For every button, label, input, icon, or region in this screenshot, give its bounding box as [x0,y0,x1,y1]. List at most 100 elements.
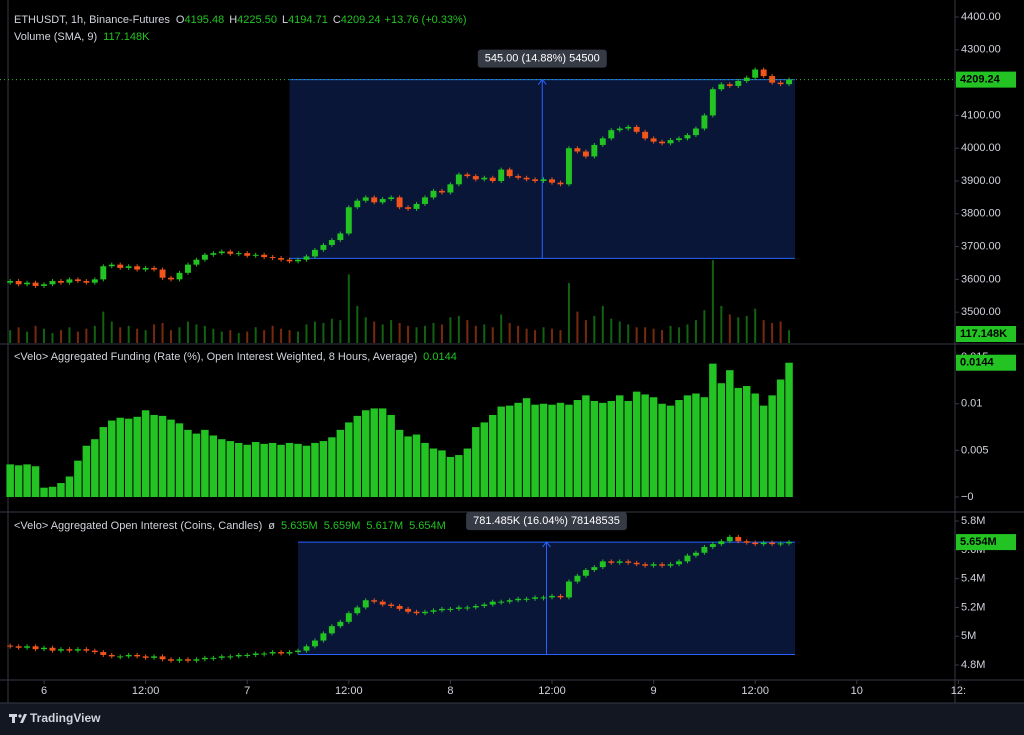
candle [24,646,31,648]
x-tick-label: 12:00 [741,685,769,697]
volume-bar [186,321,189,343]
bar [336,429,345,498]
candle [278,652,285,654]
footer-brand: TradingView [30,711,101,725]
volume-legend: Volume (SMA, 9) 117.148K [14,31,150,43]
candle [523,177,530,180]
measure-label-box [466,512,627,531]
x-tick-label: 12: [951,685,966,697]
volume-bar [17,327,20,343]
y-tick-label: −0 [961,491,974,503]
volume-bar [686,324,689,343]
candle [777,82,784,85]
y-tick-label: 3500.00 [961,306,1001,318]
volume-bar [178,327,181,343]
volume-bar [9,330,12,343]
volume-bar [347,274,350,343]
candle [388,197,395,200]
volume-bar [76,331,79,343]
candle [134,654,141,657]
price-legend: ETHUSDT, 1h, Binance-Futures O4195.48 H422… [14,14,467,26]
volume-bar [330,318,333,343]
candle [489,177,496,182]
logo-part [12,714,15,723]
bar [675,400,683,498]
bar [649,397,658,498]
bar [658,403,666,498]
volume-title: Volume (SMA, 9) [14,31,97,43]
x-tick-label: 12:00 [132,685,160,697]
volume-bar [26,331,29,343]
volume-bar [677,327,680,343]
candle [709,89,716,116]
y-tick-label: 4400.00 [961,11,1001,23]
candle [184,264,191,273]
volume-bar [364,317,367,343]
bar [260,443,268,498]
candle [760,542,767,545]
funding-value: 0.0144 [423,351,457,363]
volume-bar [618,321,621,343]
logo-part [20,714,27,723]
candle [193,259,200,265]
candle [676,138,682,141]
candle [752,69,759,78]
bar [480,422,489,498]
bar [294,443,302,498]
candle [354,200,361,208]
volume-bar [652,328,655,343]
candle [701,115,708,129]
volume-bar [669,325,672,343]
bar [666,405,675,498]
candle [396,606,403,609]
candle [625,561,632,563]
candle [599,561,606,568]
measure-label: 545.00 (14.88%) 54500 [485,53,600,65]
candle [684,555,691,562]
bar [446,456,455,498]
volume-bar [644,327,647,343]
plot-area [0,67,955,663]
candle [371,197,378,203]
candle [565,581,572,598]
candle [659,141,666,144]
x-tick-label: 12:00 [538,685,566,697]
bar [311,442,319,498]
volume-bar [373,321,376,343]
bar [692,393,700,498]
candle [735,80,742,86]
candle [235,654,242,657]
bar [277,444,285,498]
candle [447,184,454,193]
volume-bar [661,330,664,343]
bar [6,464,14,498]
candle [650,564,657,566]
volume-bar [246,331,249,343]
candle [311,640,318,647]
bar [362,410,370,498]
volume-bar [694,320,697,343]
volume-bar [601,305,604,343]
candle [549,595,555,598]
candle [396,197,403,208]
volume-bar [170,330,173,343]
last-funding-badge-label: 0.0144 [960,357,995,369]
bar [57,483,65,498]
candle [328,240,335,245]
candle [718,84,725,90]
candle [15,281,22,285]
volume-bar [720,305,723,343]
candle [591,567,598,571]
candle [422,197,428,204]
last-oi-badge-label: 5.654M [960,536,997,548]
volume-bar [610,318,613,343]
candle [455,174,462,185]
bar [404,436,412,498]
candle [278,258,285,260]
candle [752,542,759,545]
volume-bar [339,320,342,343]
candle [345,207,352,234]
volume-sma-badge [956,326,1016,342]
volume-bar [102,311,105,343]
